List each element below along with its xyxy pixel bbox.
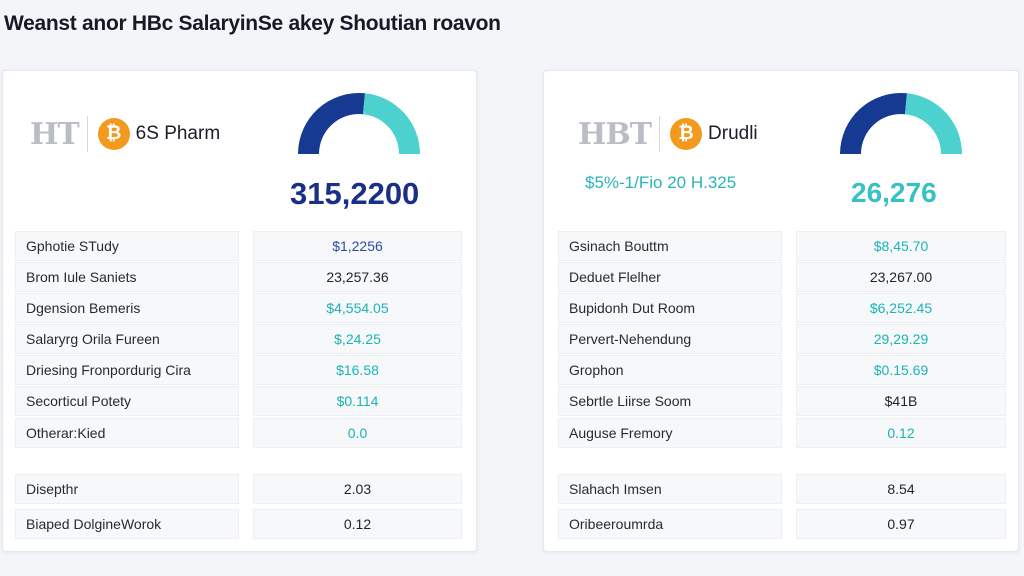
row-value: $0.15.69 [796, 355, 1006, 385]
row-label: Driesing Fronpordurig Cira [15, 355, 239, 385]
bitcoin-icon: ₿ [670, 118, 703, 150]
row-value: 0.0 [253, 418, 462, 448]
row-value: $8,45.70 [796, 231, 1006, 261]
right-big-number: 26,276 [851, 177, 937, 208]
row-value: $4,554.05 [253, 293, 462, 323]
bitcoin-icon: ₿ [97, 118, 130, 150]
gauge-primary-arc [840, 93, 907, 154]
row-value: 0.12 [796, 418, 1006, 448]
brand-divider [86, 116, 88, 152]
right-brand-mark: HBT [578, 116, 652, 152]
row-label: Brom Iule Saniets [15, 262, 239, 292]
row-label: Pervert-Nehendung [558, 324, 782, 354]
row-value: 23,267.00 [796, 262, 1006, 292]
summary-label: Oribeeroumrda [558, 509, 782, 539]
row-value: $,24.25 [253, 324, 462, 354]
row-label: Secorticul Potety [15, 386, 239, 416]
row-value: 23,257.36 [253, 262, 462, 292]
gauge-primary-arc [298, 93, 365, 154]
summary-value: 8.54 [796, 474, 1006, 504]
row-value: $1,2256 [253, 231, 462, 261]
row-label: Dgension Bemeris [15, 293, 239, 323]
row-value: $6,252.45 [796, 293, 1006, 323]
page-title: Weanst anor HBc SalaryinSe akey Shoutian… [4, 12, 501, 35]
right-gauge [840, 93, 962, 154]
left-gauge [298, 93, 420, 154]
summary-value: 2.03 [253, 474, 462, 504]
row-label: Deduet Flelher [558, 262, 782, 292]
left-brand-mark: HT [30, 116, 80, 152]
row-value: $0.114 [253, 386, 462, 416]
left-brand-name: 6S Pharm [135, 123, 221, 144]
row-value: $16.58 [253, 355, 462, 385]
summary-label: Disepthr [15, 474, 239, 504]
left-big-number: 315,2200 [290, 176, 420, 211]
right-sub-value: $5%-1/Fio 20 H.325 [585, 173, 737, 192]
right-brand: HBT ₿ Drudli [578, 114, 758, 154]
row-label: Gphotie STudy [15, 231, 239, 261]
row-label: Auguse Fremory [558, 418, 782, 448]
row-label: Bupidonh Dut Room [558, 293, 782, 323]
row-label: Grophon [558, 355, 782, 385]
gauge-secondary-arc [363, 93, 420, 154]
row-value: 29,29.29 [796, 324, 1006, 354]
right-brand-name: Drudli [708, 123, 758, 144]
summary-label: Slahach Imsen [558, 474, 782, 504]
brand-divider [659, 116, 661, 152]
summary-value: 0.97 [796, 509, 1006, 539]
row-label: Gsinach Bouttm [558, 231, 782, 261]
row-value: $41B [796, 386, 1006, 416]
row-label: Salaryrg Orila Fureen [15, 324, 239, 354]
gauge-secondary-arc [905, 93, 962, 154]
row-label: Sebrtle Liirse Soom [558, 386, 782, 416]
summary-label: Biaped DolgineWorok [15, 509, 239, 539]
left-brand: HT ₿ 6S Pharm [30, 114, 220, 154]
summary-value: 0.12 [253, 509, 462, 539]
row-label: Otherar:Kied [15, 418, 239, 448]
